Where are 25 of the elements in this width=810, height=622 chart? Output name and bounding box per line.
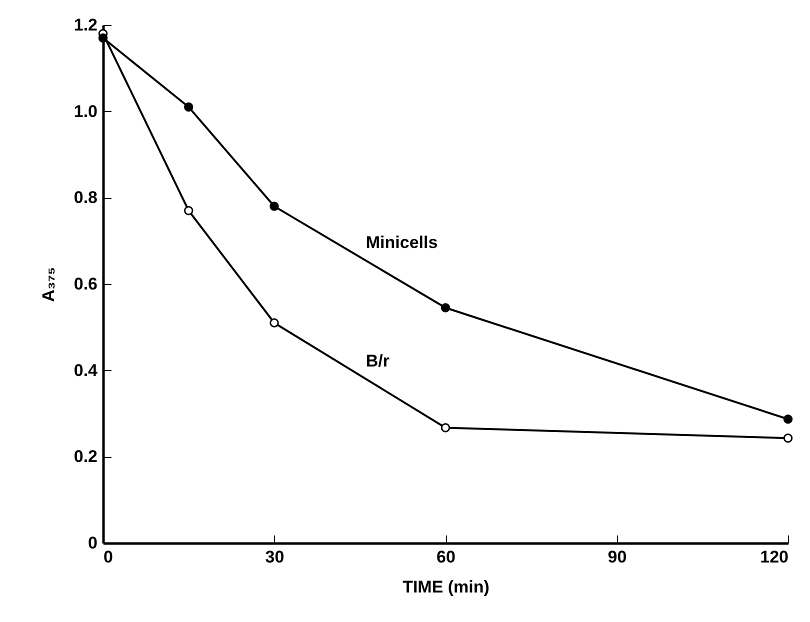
y-tick-label: 0.4 [74, 360, 98, 380]
y-axis-title: A₃₇₅ [38, 267, 58, 302]
y-tick-label: 0.2 [74, 447, 98, 466]
point [270, 202, 279, 211]
y-tick-label: 1.0 [74, 102, 98, 121]
point [440, 303, 450, 312]
y-tick-label: 0.6 [74, 274, 98, 294]
y-tick-label: 1.2 [74, 16, 98, 34]
y-tick-label: 0 [88, 534, 98, 552]
y-tick-label: 0.8 [74, 188, 98, 208]
x-tick-label: 120 [760, 548, 788, 566]
x-tick-label: 0 [104, 548, 113, 566]
point [270, 318, 279, 328]
point [440, 423, 450, 432]
x-tick-label: 60 [436, 548, 456, 566]
point [184, 102, 194, 112]
point [98, 33, 108, 43]
point [783, 433, 793, 443]
x-tick-label: 90 [608, 548, 627, 566]
series-label: B/r [366, 351, 390, 370]
x-axis-title: TIME (min) [402, 578, 490, 596]
series-label: Minicells [366, 233, 438, 252]
point [783, 414, 793, 424]
x-tick-label: 30 [265, 548, 284, 566]
point [184, 206, 194, 216]
